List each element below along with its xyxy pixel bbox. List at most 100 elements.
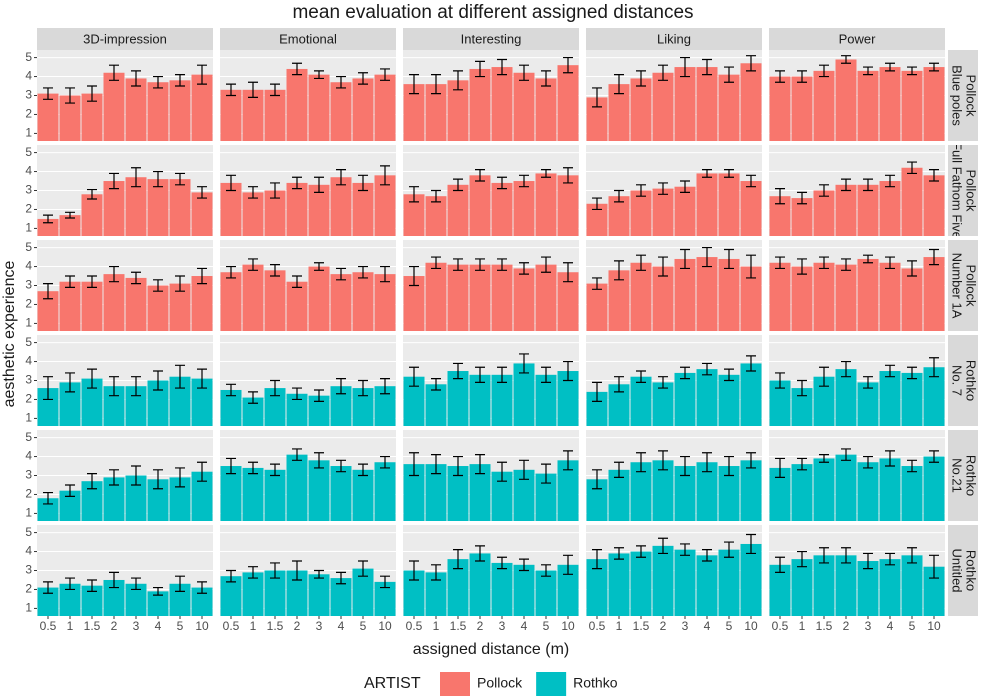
bar — [242, 572, 264, 616]
error-bar — [885, 62, 895, 72]
error-bar — [658, 376, 668, 389]
error-bar — [431, 256, 441, 270]
bar — [374, 175, 396, 236]
error-bar — [497, 366, 507, 383]
error-bar — [270, 264, 280, 277]
error-bar — [226, 383, 236, 397]
error-bar — [131, 271, 141, 285]
error-bar — [907, 459, 917, 473]
panel — [769, 342, 945, 426]
error-bar — [541, 70, 551, 87]
bar — [469, 374, 491, 426]
error-bar — [841, 258, 851, 271]
bar — [330, 82, 352, 141]
bar — [608, 84, 630, 141]
bar — [718, 374, 740, 426]
x-tick-label: 5 — [543, 619, 550, 633]
bar — [308, 395, 330, 426]
bar — [857, 70, 879, 141]
bar — [608, 384, 630, 426]
panel — [586, 437, 762, 521]
bar — [264, 570, 286, 616]
bar — [469, 553, 491, 616]
bar — [696, 257, 718, 331]
error-bar — [658, 256, 668, 277]
bar — [425, 196, 447, 236]
bar — [901, 372, 923, 426]
bar — [191, 378, 213, 426]
error-bar — [226, 569, 236, 583]
error-bar — [658, 64, 668, 81]
bar — [535, 264, 557, 331]
error-bar — [775, 70, 785, 83]
bar — [879, 181, 901, 236]
strip — [37, 28, 213, 50]
error-bar — [863, 376, 873, 389]
bar — [425, 84, 447, 141]
strip — [948, 240, 978, 331]
error-bar — [43, 581, 53, 594]
bar — [352, 272, 374, 331]
bar — [813, 262, 835, 331]
panel — [37, 152, 213, 236]
bar — [125, 78, 147, 141]
error-bar — [43, 87, 53, 100]
bar — [59, 281, 81, 331]
bar — [169, 283, 191, 331]
bar — [242, 89, 264, 141]
y-tick-label: 4 — [25, 69, 32, 83]
bar — [535, 570, 557, 616]
bar — [491, 374, 513, 426]
bar — [286, 182, 308, 236]
bar — [286, 454, 308, 521]
error-bar — [314, 389, 324, 402]
error-bar — [409, 74, 419, 95]
bar — [37, 498, 59, 521]
error-bar — [453, 258, 463, 271]
strip-label: Liking — [657, 31, 691, 46]
x-tick-label: 4 — [704, 619, 711, 633]
bar — [286, 68, 308, 141]
panel — [769, 437, 945, 521]
bar — [425, 464, 447, 521]
bar — [835, 184, 857, 236]
bar — [769, 380, 791, 426]
bar — [718, 549, 740, 616]
error-bar — [636, 452, 646, 473]
error-bar — [292, 176, 302, 190]
bar — [81, 378, 103, 426]
error-bar — [336, 75, 346, 89]
error-bar — [563, 450, 573, 471]
error-bar — [541, 256, 551, 273]
bar — [374, 74, 396, 141]
error-bar — [248, 186, 258, 199]
error-bar — [336, 571, 346, 585]
bar — [901, 555, 923, 616]
error-bar — [702, 549, 712, 562]
x-tick-label: 2 — [843, 619, 850, 633]
y-tick-label: 3 — [25, 563, 32, 577]
bar — [586, 479, 608, 521]
error-bar — [65, 484, 75, 497]
y-tick-label: 2 — [25, 392, 32, 406]
bar — [330, 578, 352, 616]
bar — [630, 462, 652, 521]
error-bar — [43, 376, 53, 401]
bar — [330, 274, 352, 331]
error-bar — [636, 184, 646, 197]
bar — [901, 466, 923, 521]
error-bar — [680, 543, 690, 556]
error-bar — [885, 174, 895, 188]
error-bar — [680, 56, 690, 78]
strip — [769, 28, 945, 50]
y-tick-label: 3 — [25, 88, 32, 102]
bar — [220, 89, 242, 141]
bar — [169, 376, 191, 426]
error-bar — [929, 357, 939, 378]
bar — [513, 564, 535, 616]
error-bar — [775, 556, 785, 573]
x-tick-label: 10 — [195, 619, 209, 633]
